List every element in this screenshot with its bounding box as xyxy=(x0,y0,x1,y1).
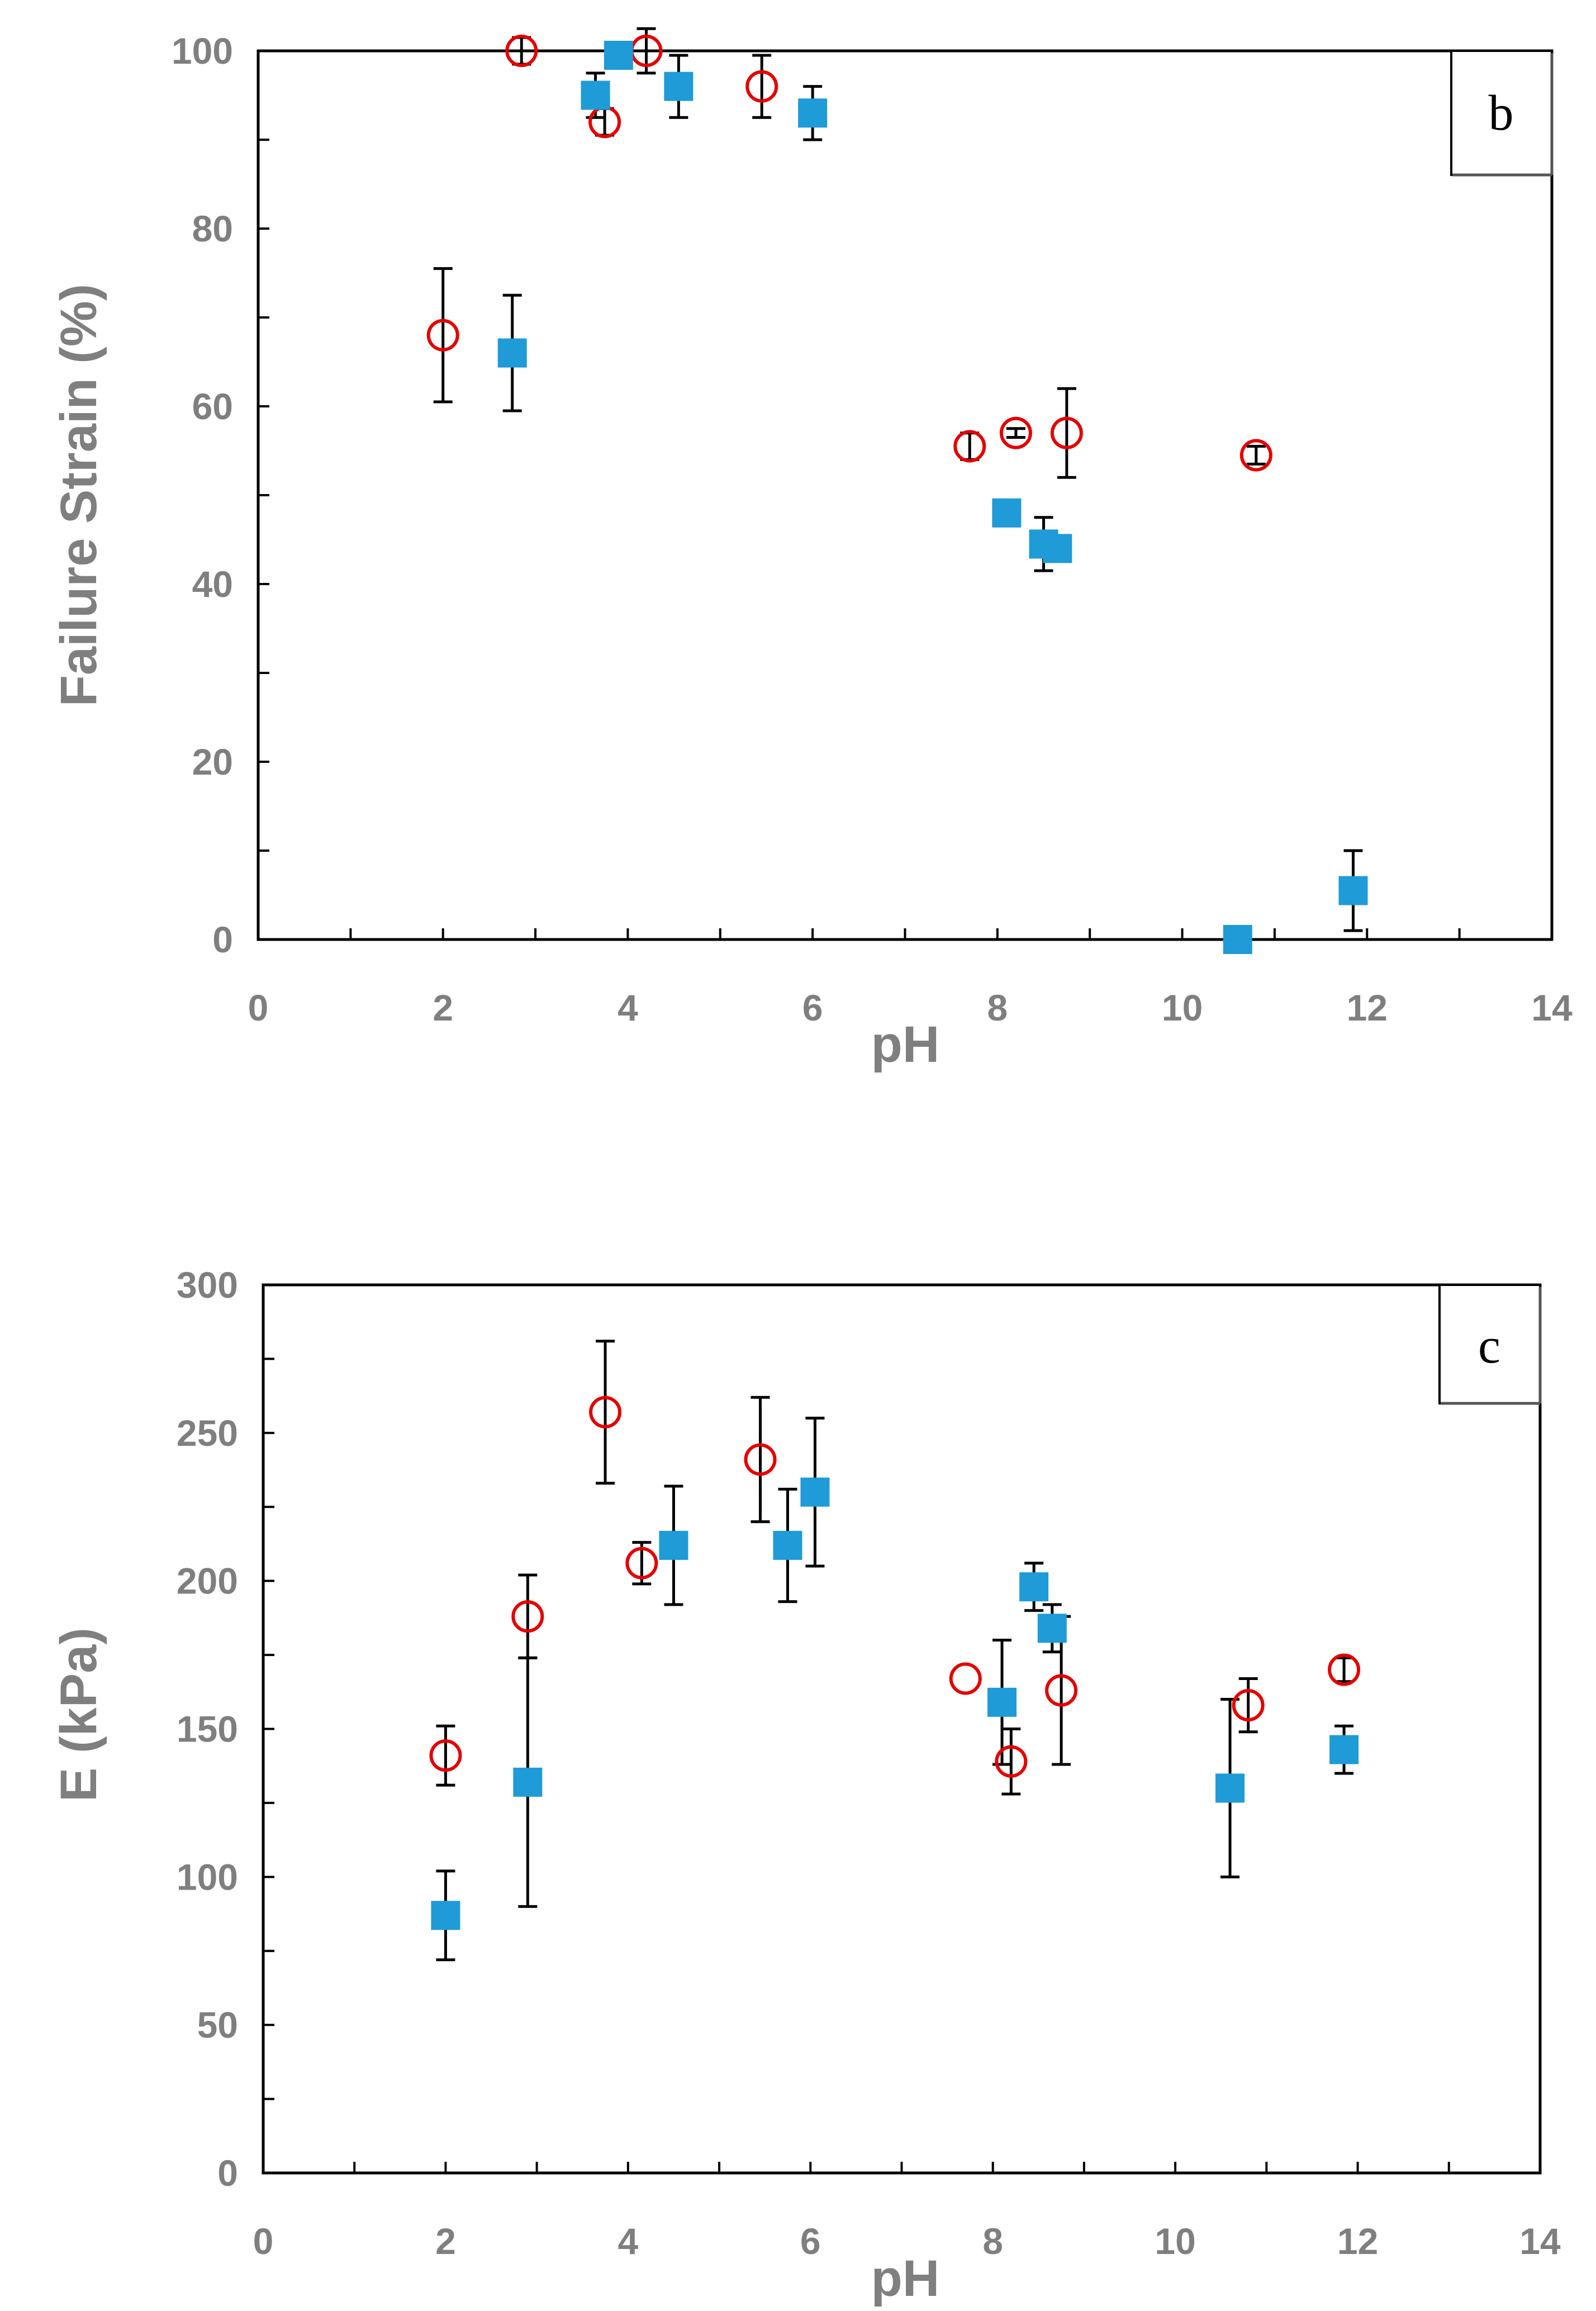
panel-label-box: b xyxy=(1450,50,1554,177)
x-axis-title: pH xyxy=(871,2250,940,2307)
circle-marker xyxy=(995,1745,1028,1778)
y-tick-label: 20 xyxy=(192,741,233,782)
plot-frame xyxy=(262,1283,1542,2175)
y-tick-label: 0 xyxy=(212,919,233,960)
panel-label: b xyxy=(1489,86,1514,141)
x-tick-label: 12 xyxy=(1337,2220,1378,2262)
square-marker xyxy=(1329,1735,1359,1764)
data-markers xyxy=(429,1396,1361,1930)
x-tick-label: 8 xyxy=(987,987,1008,1028)
x-tick-label: 8 xyxy=(982,2220,1003,2262)
x-tick-label: 4 xyxy=(618,987,638,1028)
circle-marker xyxy=(505,35,538,67)
y-tick-label: 200 xyxy=(177,1560,238,1602)
panel-label: c xyxy=(1478,1318,1500,1374)
modulus-chart: 0 2 4 6 8 10 12 14 0 50 100 150 200 250 300 c pH E (kP… xyxy=(50,1264,1561,2307)
circle-marker xyxy=(511,1600,544,1633)
square-marker xyxy=(800,1477,830,1507)
y-tick-label: 50 xyxy=(197,2004,238,2046)
x-tick-label: 4 xyxy=(618,2220,638,2262)
failure-strain-chart: 0 2 4 6 8 10 12 14 0 20 40 60 80 100 b pH Failure Str… xyxy=(50,27,1573,1073)
panel-label-box: c xyxy=(1438,1284,1542,1405)
square-marker xyxy=(1037,1614,1067,1643)
circle-marker xyxy=(1328,1653,1361,1686)
tick-labels: 0 2 4 6 8 10 12 14 0 50 100 150 200 250 300 xyxy=(177,1264,1561,2262)
square-marker xyxy=(431,1901,460,1930)
square-marker xyxy=(1019,1572,1049,1602)
x-tick-label: 14 xyxy=(1519,2220,1561,2262)
y-tick-label: 250 xyxy=(177,1412,238,1454)
x-tick-label: 10 xyxy=(1162,987,1203,1028)
y-tick-label: 60 xyxy=(192,386,233,427)
y-tick-label: 300 xyxy=(177,1264,238,1306)
x-tick-label: 2 xyxy=(435,2220,456,2262)
circle-marker xyxy=(999,416,1032,449)
y-tick-label: 0 xyxy=(217,2152,238,2194)
circle-marker xyxy=(426,319,459,352)
error-bars xyxy=(436,1340,1354,1962)
circle-marker xyxy=(429,1739,462,1772)
circle-marker xyxy=(1050,416,1083,449)
x-tick-label: 6 xyxy=(802,987,823,1028)
x-tick-label: 12 xyxy=(1347,987,1388,1028)
x-tick-label: 14 xyxy=(1531,987,1573,1028)
square-marker xyxy=(987,1687,1017,1717)
circle-marker xyxy=(589,1396,622,1429)
square-marker xyxy=(581,80,610,110)
x-axis-title: pH xyxy=(871,1016,940,1073)
square-marker xyxy=(1223,925,1252,954)
circle-marker xyxy=(744,1443,777,1476)
x-tick-label: 10 xyxy=(1155,2220,1195,2262)
data-markers xyxy=(426,35,1368,954)
error-bars xyxy=(433,27,1363,932)
axis-ticks xyxy=(262,1284,1541,2174)
square-marker xyxy=(1043,534,1072,563)
square-marker xyxy=(604,40,633,70)
y-tick-label: 40 xyxy=(192,563,233,605)
x-tick-label: 6 xyxy=(800,2220,821,2262)
square-marker xyxy=(664,72,694,101)
plot-frame xyxy=(256,49,1554,941)
y-axis-title: Failure Strain (%) xyxy=(50,284,107,707)
y-tick-label: 150 xyxy=(177,1709,238,1750)
square-marker xyxy=(992,498,1022,528)
y-tick-label: 100 xyxy=(177,1856,238,1897)
axis-ticks xyxy=(257,50,1553,941)
circle-marker xyxy=(1239,439,1272,472)
circle-marker xyxy=(745,70,778,103)
x-tick-label: 2 xyxy=(433,987,453,1028)
circle-marker xyxy=(1045,1674,1078,1707)
y-tick-label: 80 xyxy=(192,208,233,249)
circle-marker xyxy=(1232,1689,1265,1722)
square-marker xyxy=(1338,876,1368,905)
square-marker xyxy=(659,1531,688,1560)
circle-marker xyxy=(625,1546,658,1579)
y-axis-title: E (kPa) xyxy=(50,1627,107,1802)
square-marker xyxy=(798,98,828,128)
circle-marker xyxy=(953,430,986,463)
x-tick-label: 0 xyxy=(253,2220,274,2262)
x-tick-label: 0 xyxy=(248,987,269,1028)
y-tick-label: 100 xyxy=(172,30,233,72)
square-marker xyxy=(497,338,527,368)
square-marker xyxy=(513,1767,543,1797)
circle-marker xyxy=(949,1662,982,1695)
square-marker xyxy=(1215,1773,1245,1803)
square-marker xyxy=(773,1531,802,1560)
tick-labels: 0 2 4 6 8 10 12 14 0 20 40 60 80 100 xyxy=(172,30,1573,1028)
